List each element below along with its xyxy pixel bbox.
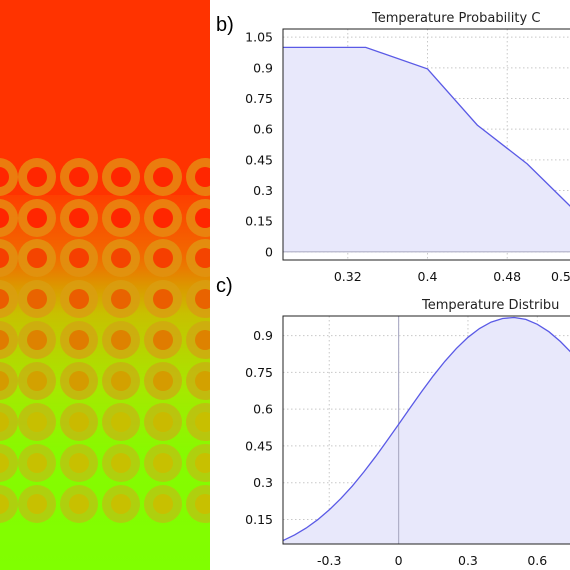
heatmap-cell-core bbox=[195, 208, 210, 228]
plots-area: b) Temperature Probability C 0 0.15 0.3 0.4… bbox=[216, 11, 570, 568]
temperature-heatmap bbox=[0, 0, 210, 570]
heatmap-cell-core bbox=[153, 371, 173, 391]
heatmap-cell-core bbox=[27, 208, 47, 228]
heatmap-cell-core bbox=[153, 289, 173, 309]
chart-b-title: Temperature Probability C bbox=[371, 11, 540, 26]
y-tick-label: 0.45 bbox=[245, 152, 273, 167]
x-tick-label: 0.48 bbox=[493, 269, 521, 284]
heatmap-cell-core bbox=[69, 494, 89, 514]
heatmap-cell-core bbox=[111, 330, 131, 350]
heatmap-cell-core bbox=[27, 453, 47, 473]
heatmap-cell-core bbox=[111, 248, 131, 268]
y-tick-label: 0.75 bbox=[245, 365, 273, 380]
heatmap-cell-core bbox=[27, 248, 47, 268]
y-tick-label: 0.3 bbox=[253, 183, 273, 198]
heatmap-cell-core bbox=[111, 289, 131, 309]
heatmap-cell-core bbox=[27, 412, 47, 432]
chart-c-title: Temperature Distribu bbox=[421, 298, 559, 313]
heatmap-cell-core bbox=[111, 208, 131, 228]
heatmap-cell-core bbox=[69, 453, 89, 473]
y-tick-label: 0 bbox=[265, 244, 273, 259]
heatmap-cell-core bbox=[27, 167, 47, 187]
panel-c-letter: c) bbox=[216, 275, 233, 297]
heatmap-cell-core bbox=[0, 330, 9, 350]
heatmap-cell-core bbox=[0, 453, 9, 473]
heatmap-cell-core bbox=[0, 208, 9, 228]
heatmap-cell-core bbox=[111, 412, 131, 432]
x-tick-label: 0.5 bbox=[551, 269, 570, 284]
heatmap-cell-core bbox=[153, 453, 173, 473]
heatmap-cell-core bbox=[69, 330, 89, 350]
x-tick-label: 0.3 bbox=[458, 553, 478, 568]
heatmap-cell-core bbox=[0, 248, 9, 268]
heatmap-cell-core bbox=[27, 371, 47, 391]
series-line bbox=[283, 46, 570, 207]
heatmap-cell-core bbox=[195, 412, 210, 432]
heatmap-cell-core bbox=[0, 494, 9, 514]
heatmap-cell-core bbox=[111, 371, 131, 391]
heatmap-cell-core bbox=[153, 208, 173, 228]
series-area bbox=[283, 317, 570, 544]
x-tick-label: 0.32 bbox=[334, 269, 362, 284]
heatmap-cell-core bbox=[153, 494, 173, 514]
x-tick-label: 0 bbox=[395, 553, 403, 568]
heatmap-cell-core bbox=[0, 167, 9, 187]
panel-b-letter: b) bbox=[216, 14, 234, 36]
heatmap-cell-core bbox=[0, 289, 9, 309]
heatmap-cell-core bbox=[69, 371, 89, 391]
heatmap-cell-core bbox=[0, 412, 9, 432]
heatmap-cell-core bbox=[69, 208, 89, 228]
y-tick-label: 1.05 bbox=[245, 30, 273, 45]
heatmap-cell-core bbox=[195, 330, 210, 350]
heatmap-cell-core bbox=[111, 494, 131, 514]
y-tick-label: 0.75 bbox=[245, 91, 273, 106]
heatmap-cell-core bbox=[195, 494, 210, 514]
y-tick-label: 0.6 bbox=[253, 402, 273, 417]
plot-frame bbox=[282, 28, 570, 261]
y-tick-label: 0.9 bbox=[253, 328, 273, 343]
x-tick-label: -0.3 bbox=[317, 553, 341, 568]
y-tick-label: 0.3 bbox=[253, 475, 273, 490]
heatmap-cell-core bbox=[27, 289, 47, 309]
heatmap-cell-core bbox=[195, 289, 210, 309]
heatmap-cell-core bbox=[69, 412, 89, 432]
heatmap-cell-core bbox=[27, 494, 47, 514]
y-tick-label: 0.6 bbox=[253, 122, 273, 137]
y-tick-label: 0.9 bbox=[253, 60, 273, 75]
heatmap-cell-core bbox=[153, 330, 173, 350]
heatmap-cell-core bbox=[195, 371, 210, 391]
chart-c: 0.15 0.3 0.45 0.6 0.75 0.9 -0.3 0 0.3 0.6 bbox=[245, 315, 570, 568]
plot-frame bbox=[282, 315, 570, 545]
chart-b: 0 0.15 0.3 0.45 0.6 0.75 0.9 1.05 0.32 0.4 0.48 0.5 bbox=[245, 28, 570, 284]
x-tick-label: 0.4 bbox=[418, 269, 438, 284]
heatmap-cell-core bbox=[153, 412, 173, 432]
heatmap-cell-core bbox=[153, 167, 173, 187]
heatmap-cell-core bbox=[195, 167, 210, 187]
y-tick-label: 0.15 bbox=[245, 512, 273, 527]
heatmap-cell-core bbox=[27, 330, 47, 350]
heatmap-cell-core bbox=[153, 248, 173, 268]
series-line bbox=[282, 316, 570, 542]
x-tick-label: 0.6 bbox=[527, 553, 547, 568]
y-tick-label: 0.45 bbox=[245, 438, 273, 453]
y-tick-label: 0.15 bbox=[245, 214, 273, 229]
series-area bbox=[283, 47, 570, 252]
heatmap-cell-core bbox=[195, 248, 210, 268]
heatmap-cell-core bbox=[195, 453, 210, 473]
heatmap-cell-core bbox=[69, 289, 89, 309]
heatmap-cell-core bbox=[111, 453, 131, 473]
heatmap-cell-core bbox=[69, 248, 89, 268]
heatmap-cell-core bbox=[111, 167, 131, 187]
heatmap-cell-core bbox=[0, 371, 9, 391]
heatmap-cell-core bbox=[69, 167, 89, 187]
